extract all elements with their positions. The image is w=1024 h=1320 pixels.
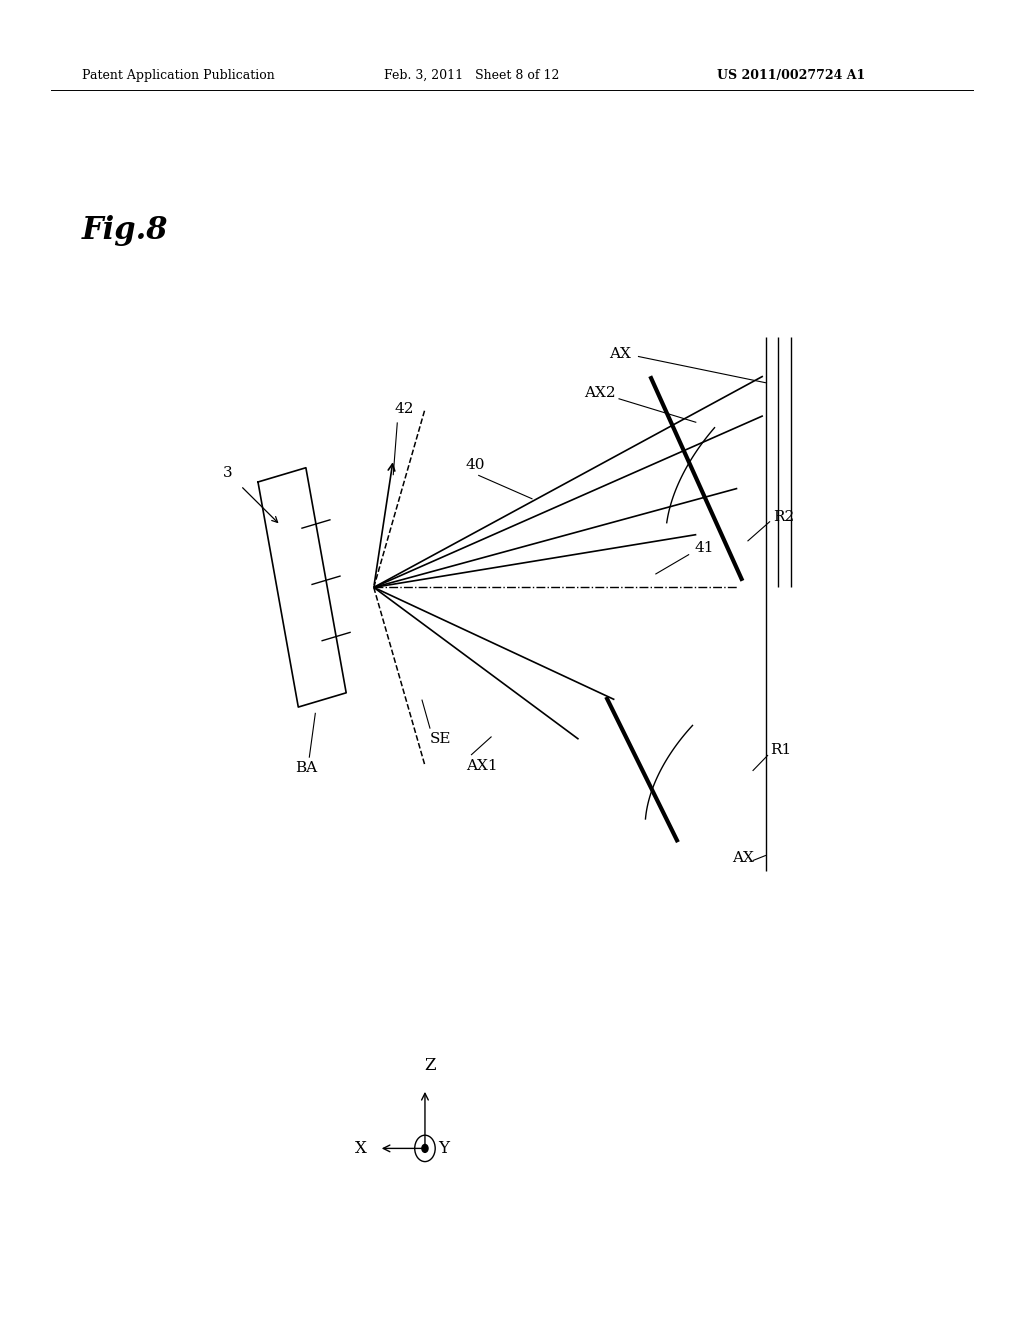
- Text: AX2: AX2: [584, 387, 615, 400]
- Text: X: X: [354, 1140, 367, 1156]
- Text: Z: Z: [424, 1057, 436, 1073]
- Text: Feb. 3, 2011   Sheet 8 of 12: Feb. 3, 2011 Sheet 8 of 12: [384, 69, 559, 82]
- Text: AX: AX: [732, 851, 754, 865]
- Text: AX: AX: [609, 347, 631, 360]
- Text: Patent Application Publication: Patent Application Publication: [82, 69, 274, 82]
- Text: Y: Y: [438, 1140, 449, 1156]
- Text: R1: R1: [770, 743, 792, 756]
- Text: SE: SE: [430, 733, 452, 746]
- Text: AX1: AX1: [466, 759, 498, 772]
- Text: 41: 41: [694, 541, 714, 554]
- Text: US 2011/0027724 A1: US 2011/0027724 A1: [717, 69, 865, 82]
- Text: 3: 3: [223, 466, 232, 479]
- Text: R2: R2: [773, 511, 795, 524]
- Text: 40: 40: [466, 458, 485, 471]
- Text: 42: 42: [394, 403, 414, 416]
- Text: Fig.8: Fig.8: [82, 215, 168, 247]
- Circle shape: [422, 1144, 428, 1152]
- Text: BA: BA: [295, 762, 317, 775]
